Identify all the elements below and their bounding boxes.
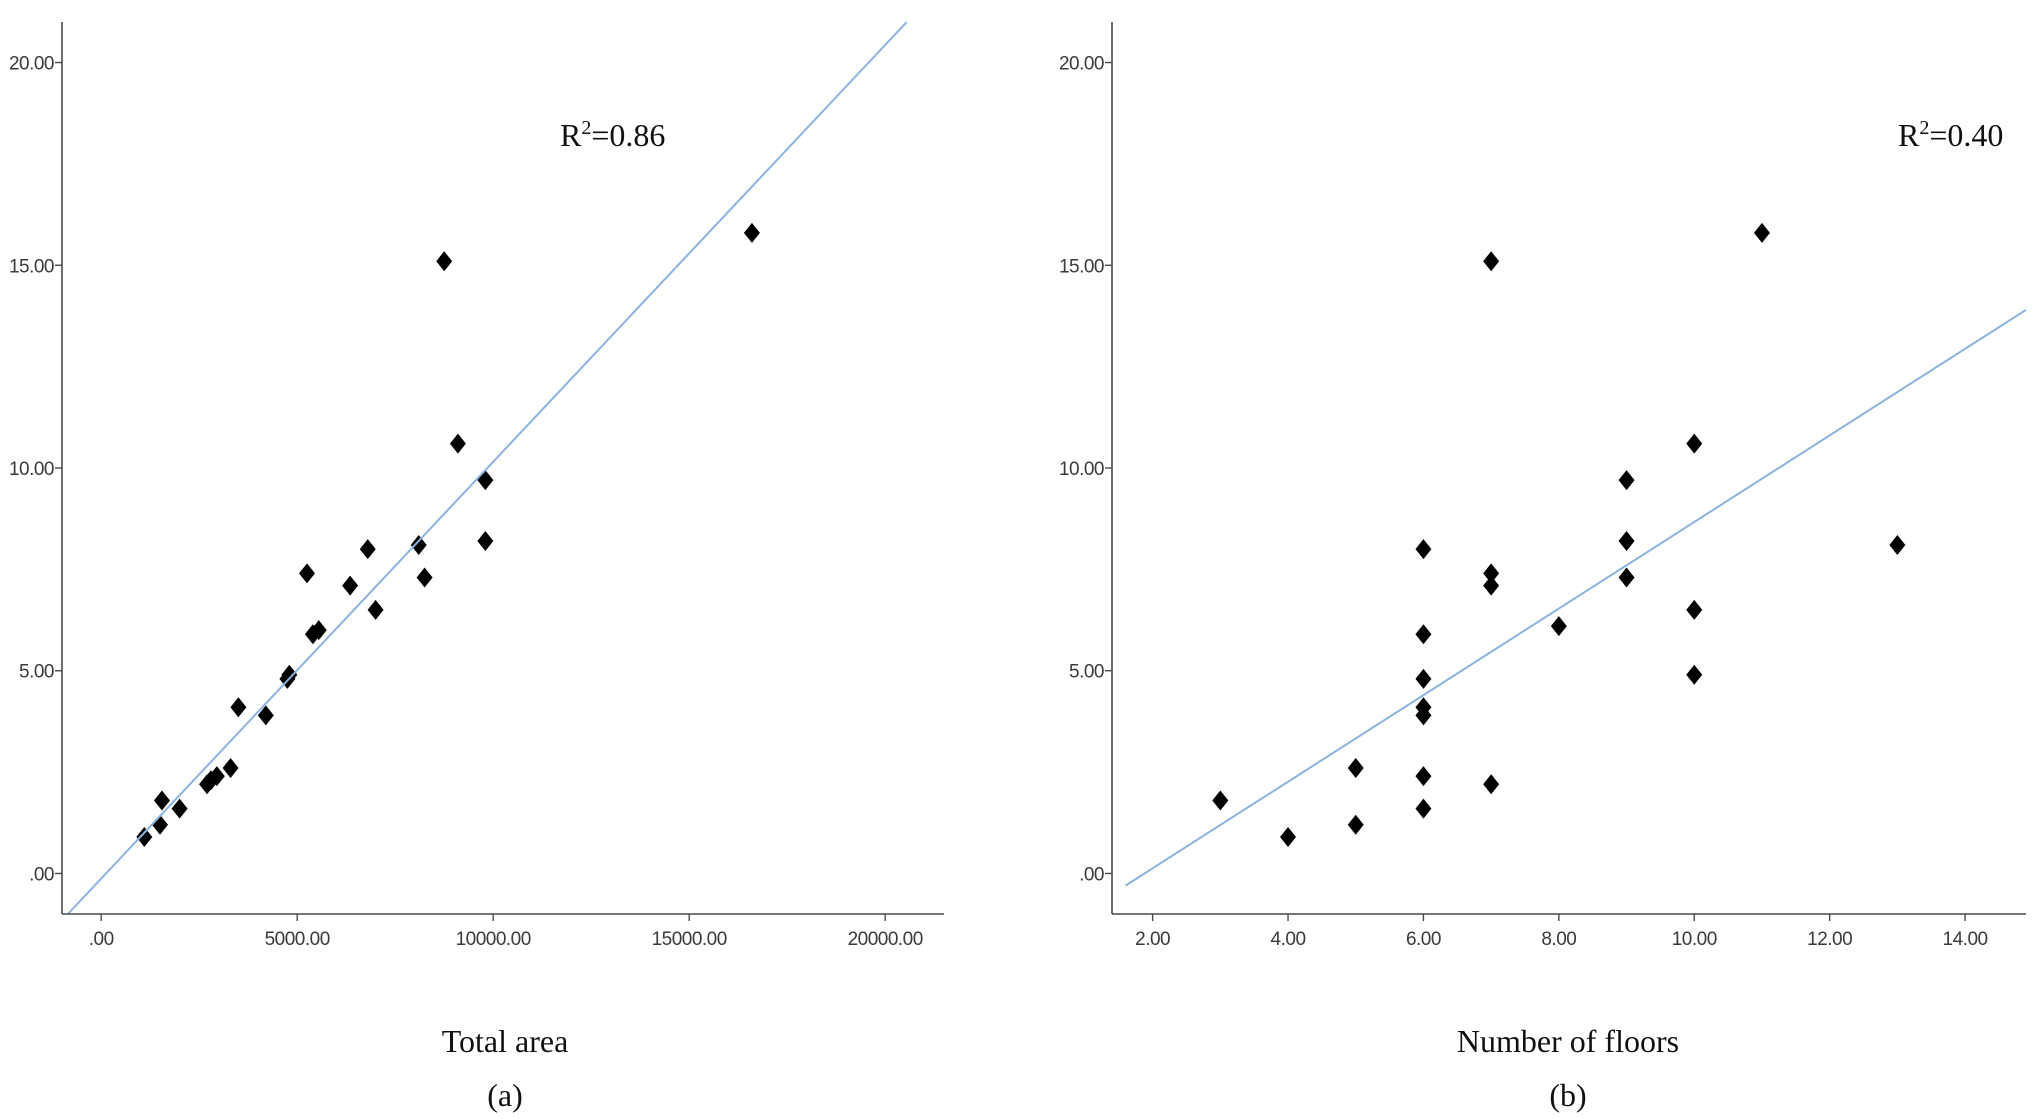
data-point: [410, 535, 427, 556]
y-tick-label: .00: [1079, 864, 1104, 885]
x-tick-label: 12.00: [1807, 929, 1852, 950]
data-point: [1483, 563, 1500, 584]
x-ticks-b: 2.00 4.00 6.00 8.00 10.00 12.00 14.00: [1135, 914, 1988, 950]
data-point: [743, 222, 760, 243]
y-ticks-b: .00 5.00 10.00 15.00 20.00: [1059, 54, 1112, 885]
r-squared-annotation-a: R2=0.86: [560, 117, 665, 153]
data-point: [1415, 668, 1432, 689]
data-point: [1415, 766, 1432, 787]
data-point: [222, 758, 239, 779]
x-tick-label: 20000.00: [848, 929, 923, 950]
y-tick-label: 5.00: [19, 662, 54, 683]
data-point: [1753, 222, 1770, 243]
fit-line-a: [67, 21, 908, 915]
panel-caption-a: (a): [487, 1077, 523, 1113]
x-tick-label: 2.00: [1135, 929, 1170, 950]
data-point: [1618, 567, 1635, 588]
data-point: [299, 563, 315, 584]
data-point: [367, 599, 384, 620]
data-point: [359, 539, 376, 560]
data-point: [1415, 798, 1432, 819]
y-tick-label: 10.00: [9, 459, 54, 480]
data-point: [1415, 539, 1432, 560]
data-point: [136, 826, 153, 847]
y-tick-label: 20.00: [9, 54, 54, 75]
data-point: [1550, 616, 1567, 637]
x-tick-label: 8.00: [1541, 929, 1576, 950]
fit-line-b: [1125, 309, 2027, 887]
x-ticks-a: .00 5000.00 10000.00 15000.00 20000.00: [89, 914, 923, 950]
data-point: [152, 814, 168, 835]
r-squared-annotation-b: R2=0.40: [1898, 117, 2003, 153]
data-point: [230, 697, 247, 718]
scatter-points-b: [1212, 222, 1906, 847]
x-tick-label: 5000.00: [265, 929, 330, 950]
panel-caption-b: (b): [1549, 1077, 1586, 1113]
data-point: [1618, 470, 1635, 491]
data-point: [1280, 826, 1297, 847]
y-tick-label: 15.00: [1059, 256, 1104, 277]
y-tick-label: 20.00: [1059, 54, 1104, 75]
data-point: [1686, 433, 1703, 454]
y-tick-label: 5.00: [1069, 662, 1104, 683]
data-point: [1686, 664, 1703, 685]
data-point: [1347, 814, 1364, 835]
y-tick-label: .00: [29, 864, 54, 885]
y-ticks-a: .00 5.00 10.00 15.00 20.00: [9, 54, 62, 885]
data-point: [436, 251, 453, 272]
data-point: [449, 433, 466, 454]
x-tick-label: 4.00: [1271, 929, 1306, 950]
x-tick-label: .00: [89, 929, 114, 950]
data-point: [477, 470, 494, 491]
data-point: [1415, 624, 1432, 645]
chart-panel-b: .00 5.00 10.00 15.00 20.00 2.00 4.00 6.00 8.00 1…: [1059, 22, 2027, 1113]
data-point: [342, 575, 359, 596]
data-point: [1483, 251, 1500, 272]
scatter-points-a: [136, 222, 760, 847]
data-point: [1347, 758, 1364, 779]
data-point: [1415, 705, 1432, 726]
data-point: [171, 798, 188, 819]
chart-panel-a: .00 5.00 10.00 15.00 20.00 .00 5000.00 10000.0…: [9, 21, 944, 1113]
data-point: [477, 530, 494, 551]
data-point: [1889, 535, 1906, 556]
data-point: [208, 766, 225, 787]
x-axis-title-a: Total area: [442, 1023, 569, 1059]
data-point: [310, 620, 327, 641]
x-tick-label: 14.00: [1943, 929, 1988, 950]
x-axis-title-b: Number of floors: [1457, 1023, 1679, 1059]
data-point: [1686, 599, 1703, 620]
data-point: [416, 567, 433, 588]
x-tick-label: 10000.00: [456, 929, 531, 950]
data-point: [257, 705, 274, 726]
y-tick-label: 15.00: [9, 256, 54, 277]
data-point: [153, 790, 170, 811]
x-tick-label: 6.00: [1406, 929, 1441, 950]
data-point: [281, 664, 298, 685]
data-point: [1483, 575, 1500, 596]
data-point: [1483, 774, 1500, 795]
x-tick-label: 15000.00: [652, 929, 727, 950]
data-point: [1212, 790, 1229, 811]
x-tick-label: 10.00: [1672, 929, 1717, 950]
y-tick-label: 10.00: [1059, 459, 1104, 480]
data-point: [1618, 530, 1635, 551]
